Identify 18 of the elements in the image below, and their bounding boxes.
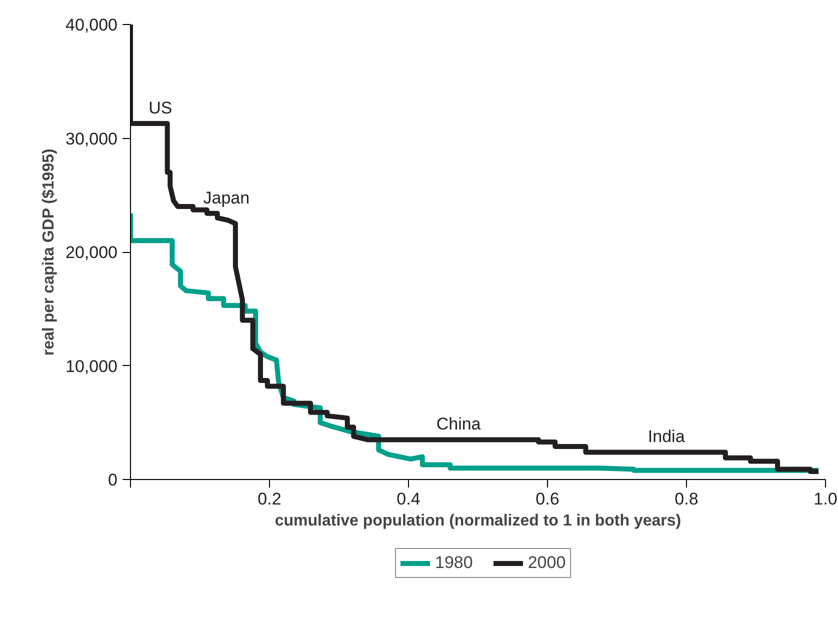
x-tick-label: 1.0 xyxy=(814,490,838,508)
x-tick-label: 0.2 xyxy=(258,490,282,508)
annotation: Japan xyxy=(203,188,250,208)
y-tick-label: 40,000 xyxy=(66,16,118,34)
annotation: India xyxy=(648,427,686,446)
y-tick-label: 20,000 xyxy=(66,243,118,262)
y-tick-label: 10,000 xyxy=(66,356,118,376)
x-tick-label: 0.6 xyxy=(536,490,560,508)
x-axis-title: cumulative population (normalized to 1 in both years) xyxy=(274,512,682,530)
legend-label: 2000 xyxy=(528,553,566,573)
legend-label: 1980 xyxy=(435,553,473,573)
y-axis-title: real per capita GDP ($1995) xyxy=(40,148,58,356)
annotation: China xyxy=(436,414,482,434)
x-tick-label: 0.4 xyxy=(396,490,420,508)
annotation: US xyxy=(148,98,172,118)
x-tick-label: 0.8 xyxy=(674,490,698,508)
y-tick-label: 30,000 xyxy=(66,129,118,148)
y-tick-label: 0 xyxy=(108,470,118,490)
